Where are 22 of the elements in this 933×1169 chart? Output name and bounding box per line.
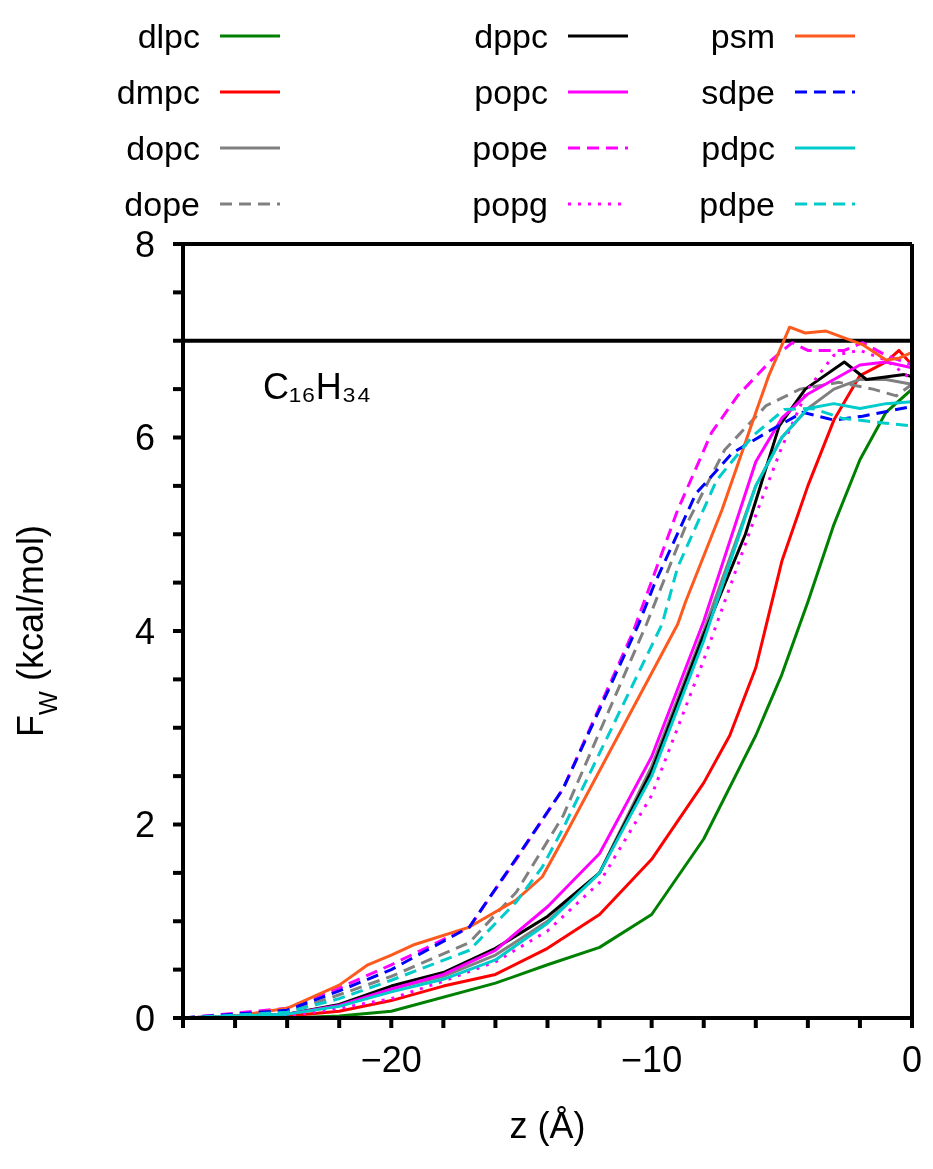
- legend-label: dlpc: [136, 16, 200, 56]
- y-tick-label: 0: [134, 997, 155, 1039]
- legend-label: dmpc: [115, 72, 200, 112]
- legend-label: popg: [471, 184, 548, 224]
- legend-label: dppc: [473, 16, 548, 56]
- y-tick-label: 2: [134, 804, 155, 846]
- ref-line-label: C₁₆H₃₄: [263, 365, 372, 407]
- legend-label: dope: [123, 184, 200, 224]
- y-tick-label: 4: [134, 610, 155, 652]
- legend-label: dopc: [125, 128, 200, 168]
- x-axis-title: z (Å): [509, 1105, 586, 1146]
- x-tick-label: 0: [901, 1038, 923, 1080]
- legend-label: pope: [471, 128, 548, 168]
- legend-label: pdpe: [698, 184, 775, 224]
- legend-label: psm: [709, 16, 775, 56]
- y-tick-label: 8: [134, 223, 155, 265]
- y-tick-label: 6: [134, 417, 155, 459]
- legend-label: popc: [473, 72, 548, 112]
- x-tick-label: −10: [621, 1038, 683, 1080]
- legend-label: sdpe: [700, 72, 775, 112]
- x-tick-label: −20: [360, 1038, 422, 1080]
- legend-label: pdpc: [700, 128, 775, 168]
